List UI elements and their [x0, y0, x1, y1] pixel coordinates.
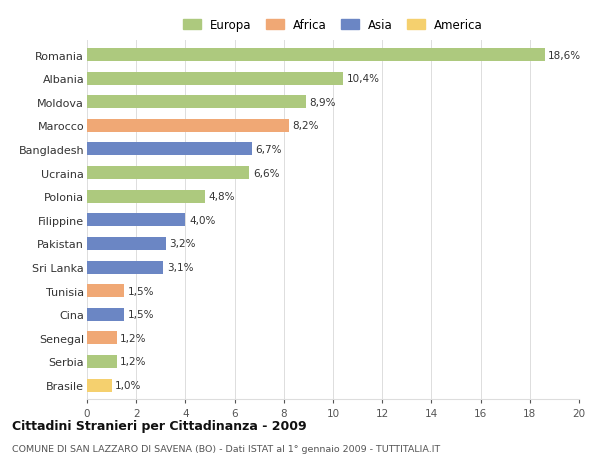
Text: 4,8%: 4,8%	[209, 192, 235, 202]
Text: 1,5%: 1,5%	[128, 309, 154, 319]
Bar	[87, 73, 343, 85]
Bar	[87, 308, 124, 321]
Text: 18,6%: 18,6%	[548, 50, 581, 61]
Text: 1,0%: 1,0%	[115, 380, 142, 390]
Text: 1,5%: 1,5%	[128, 286, 154, 296]
Bar	[87, 167, 250, 179]
Legend: Europa, Africa, Asia, America: Europa, Africa, Asia, America	[183, 19, 483, 32]
Bar	[87, 379, 112, 392]
Bar	[87, 285, 124, 297]
Text: 6,7%: 6,7%	[256, 145, 282, 155]
Bar	[87, 143, 252, 156]
Bar	[87, 355, 116, 368]
Text: 3,1%: 3,1%	[167, 263, 193, 273]
Text: 10,4%: 10,4%	[347, 74, 380, 84]
Bar	[87, 190, 205, 203]
Text: 6,6%: 6,6%	[253, 168, 280, 178]
Text: 8,2%: 8,2%	[292, 121, 319, 131]
Bar	[87, 214, 185, 227]
Text: 1,2%: 1,2%	[120, 333, 147, 343]
Bar	[87, 96, 306, 109]
Bar	[87, 261, 163, 274]
Bar	[87, 49, 545, 62]
Text: 1,2%: 1,2%	[120, 357, 147, 367]
Text: 3,2%: 3,2%	[169, 239, 196, 249]
Bar	[87, 331, 116, 345]
Text: COMUNE DI SAN LAZZARO DI SAVENA (BO) - Dati ISTAT al 1° gennaio 2009 - TUTTITALI: COMUNE DI SAN LAZZARO DI SAVENA (BO) - D…	[12, 444, 440, 453]
Bar	[87, 120, 289, 133]
Text: 8,9%: 8,9%	[310, 98, 336, 107]
Text: 4,0%: 4,0%	[189, 215, 215, 225]
Text: Cittadini Stranieri per Cittadinanza - 2009: Cittadini Stranieri per Cittadinanza - 2…	[12, 419, 307, 432]
Bar	[87, 237, 166, 250]
